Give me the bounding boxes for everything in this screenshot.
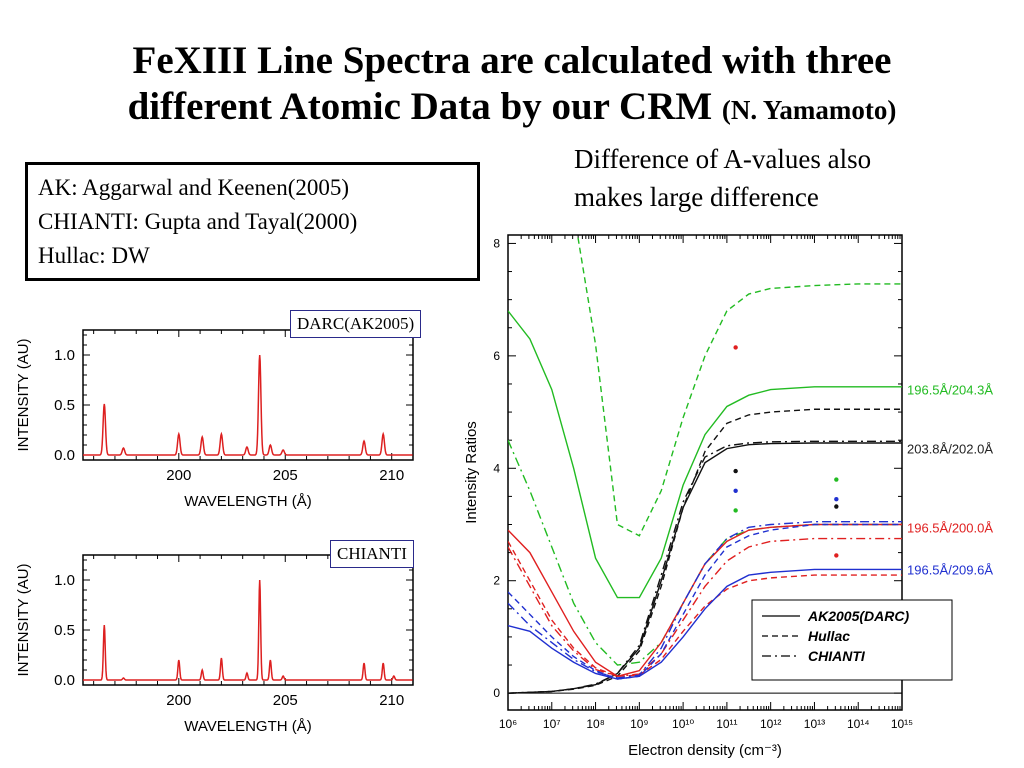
measured-point (733, 345, 738, 350)
intensity-ratio-chart: 10⁶ 10⁷ 10⁸ 10⁹ 10¹⁰ 10¹¹ 10¹² 10¹³ 10¹⁴ 10¹⁵ 0 2 4 6… (463, 234, 993, 759)
spectrum-line (83, 354, 413, 456)
series-line (508, 523, 902, 680)
x-tick-label: 10¹⁵ (891, 717, 913, 731)
legend-line-ak: AK: Aggarwal and Keenen(2005) (38, 175, 350, 200)
x-tick-label: 10⁷ (543, 717, 561, 731)
measured-point (834, 504, 839, 509)
series-line (577, 237, 902, 537)
x-tick-label: 10⁹ (630, 717, 649, 731)
darc-panel-label: DARC(AK2005) (290, 310, 422, 338)
title-line-1: FeXIII Line Spectra are calculated with … (132, 39, 892, 82)
series-line (508, 408, 902, 694)
x-tick-label: 205 (273, 467, 298, 484)
chianti-panel-label: CHIANTI (330, 540, 414, 568)
legend-line-chianti: CHIANTI: Gupta and Tayal(2000) (38, 209, 358, 234)
measured-point (834, 497, 839, 502)
x-axis-label: WAVELENGTH (Å) (184, 493, 312, 510)
series-line (508, 523, 902, 678)
atomic-data-legend-box: AK: Aggarwal and Keenen(2005) CHIANTI: G… (25, 162, 480, 281)
y-tick-label: 1.0 (54, 572, 75, 589)
y-tick-label: 0.0 (54, 447, 75, 464)
y-tick-label: 8 (493, 236, 500, 250)
y-axis-label: INTENSITY (AU) (15, 563, 32, 676)
x-tick-label: 10¹⁰ (672, 717, 694, 731)
measured-point (733, 468, 738, 474)
y-tick-label: 0.5 (54, 397, 75, 414)
legend-entry: CHIANTI (808, 648, 866, 664)
x-tick-label: 10¹² (760, 717, 781, 731)
x-tick-label: 10⁸ (586, 717, 604, 731)
ratio-label: 203.8Å/202.0Å (907, 442, 993, 457)
x-tick-label: 210 (379, 467, 404, 484)
x-tick-label: 200 (166, 467, 191, 484)
series-line (508, 520, 902, 679)
title-author: (N. Yamamoto) (721, 95, 897, 125)
x-axis-label: WAVELENGTH (Å) (184, 718, 312, 735)
series-line (508, 440, 902, 694)
x-tick-label: 10¹⁴ (847, 717, 870, 731)
ratio-label: 196.5Å/209.6Å (907, 562, 993, 577)
y-tick-label: 4 (493, 461, 500, 475)
legend-frame (751, 599, 953, 681)
measured-point (733, 508, 738, 513)
x-tick-label: 10¹¹ (716, 717, 737, 731)
measured-point (834, 477, 839, 482)
series-line (508, 537, 902, 677)
y-tick-label: 1.0 (54, 347, 75, 364)
y-tick-label: 6 (493, 349, 500, 363)
x-axis-label: Electron density (cm⁻³) (628, 742, 782, 759)
x-tick-label: 10⁶ (499, 717, 517, 731)
y-axis-label: Intensity Ratios (463, 421, 480, 524)
note-line-2: makes large difference (574, 182, 819, 212)
series-line (508, 310, 902, 599)
y-tick-label: 0 (493, 686, 500, 700)
measured-point (834, 553, 839, 558)
ratio-label: 196.5Å/204.3Å (907, 383, 993, 398)
legend-entry: AK2005(DARC) (807, 608, 909, 624)
x-tick-label: 210 (379, 692, 404, 709)
spectrum-line (83, 579, 413, 681)
note-line-1: Difference of A-values also (574, 144, 872, 174)
legend-line-hullac: Hullac: DW (38, 243, 150, 268)
x-tick-label: 10¹³ (804, 717, 825, 731)
series-line (508, 541, 902, 677)
x-tick-label: 205 (273, 692, 298, 709)
measured-point (733, 488, 738, 493)
ratio-label: 196.5Å/200.0Å (907, 520, 993, 535)
page-title: FeXIII Line Spectra are calculated with … (0, 38, 1024, 133)
series-line (508, 568, 902, 680)
ratio-plot-frame (507, 234, 903, 711)
y-tick-label: 0.0 (54, 672, 75, 689)
y-axis-label: INTENSITY (AU) (15, 338, 32, 451)
legend-entry: Hullac (808, 628, 850, 644)
y-tick-label: 0.5 (54, 622, 75, 639)
x-tick-label: 200 (166, 692, 191, 709)
title-line-2: different Atomic Data by our CRM (N. Yam… (0, 84, 1024, 133)
title-line-2-text: different Atomic Data by our CRM (127, 85, 713, 128)
note-text: Difference of A-values also makes large … (574, 140, 871, 216)
y-tick-label: 2 (493, 574, 500, 588)
